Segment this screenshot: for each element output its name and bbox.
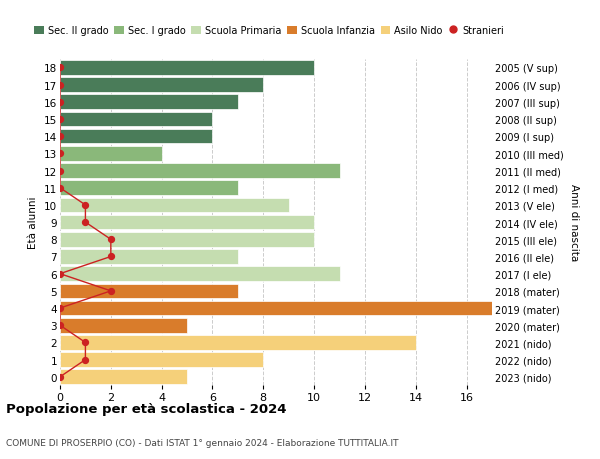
Bar (60, 181, 238, 196)
Bar (60, 78, 263, 93)
Bar (60, 61, 314, 76)
Point (80, 202, 90, 209)
Bar (60, 164, 340, 179)
Y-axis label: Età alunni: Età alunni (28, 196, 38, 249)
Bar (60, 336, 416, 350)
Point (55, 270, 65, 278)
Point (80, 356, 90, 364)
Bar (60, 301, 492, 316)
Point (55, 151, 65, 158)
Bar (60, 129, 212, 144)
Point (55, 82, 65, 89)
Point (55, 322, 65, 329)
Point (106, 287, 116, 295)
Bar (60, 198, 289, 213)
Bar (60, 232, 314, 247)
Text: Popolazione per età scolastica - 2024: Popolazione per età scolastica - 2024 (6, 403, 287, 415)
Bar (60, 284, 238, 298)
Text: COMUNE DI PROSERPIO (CO) - Dati ISTAT 1° gennaio 2024 - Elaborazione TUTTITALIA.: COMUNE DI PROSERPIO (CO) - Dati ISTAT 1°… (6, 438, 398, 448)
Bar (60, 353, 263, 367)
Point (55, 185, 65, 192)
Point (55, 305, 65, 312)
Point (80, 219, 90, 226)
Bar (60, 215, 314, 230)
Point (80, 339, 90, 347)
Y-axis label: Anni di nascita: Anni di nascita (569, 184, 579, 261)
Legend: Sec. II grado, Sec. I grado, Scuola Primaria, Scuola Infanzia, Asilo Nido, Stran: Sec. II grado, Sec. I grado, Scuola Prim… (31, 22, 508, 40)
Point (55, 99, 65, 106)
Point (106, 236, 116, 243)
Bar (60, 318, 187, 333)
Bar (60, 112, 212, 127)
Point (55, 116, 65, 123)
Point (55, 373, 65, 381)
Point (55, 65, 65, 72)
Bar (60, 369, 187, 384)
Bar (60, 147, 161, 161)
Bar (60, 250, 238, 264)
Point (55, 168, 65, 175)
Bar (60, 267, 340, 281)
Bar (60, 95, 238, 110)
Point (55, 133, 65, 140)
Point (106, 253, 116, 261)
